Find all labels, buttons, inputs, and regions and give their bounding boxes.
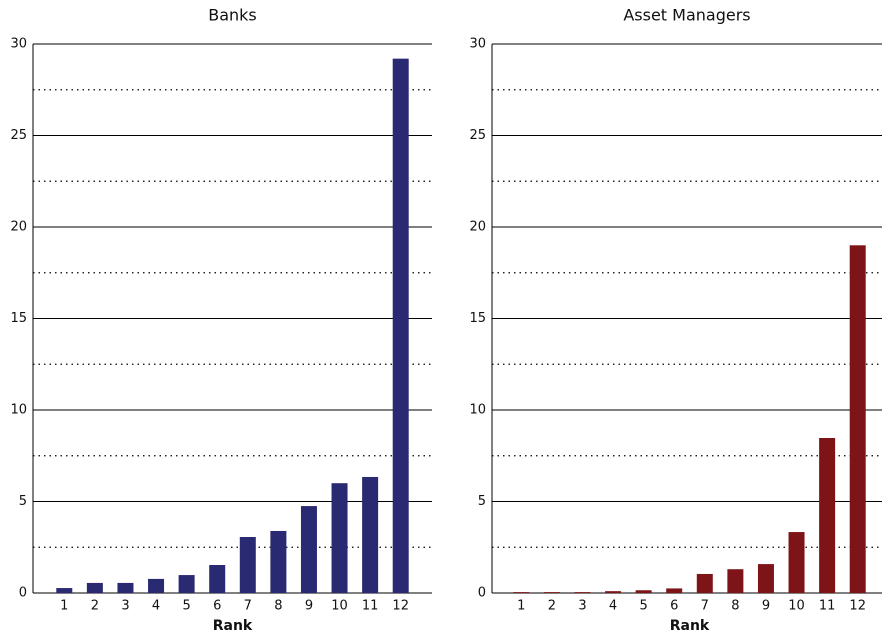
y-tick-label: 25 <box>10 128 27 143</box>
bar <box>819 437 836 593</box>
y-tick-label: 5 <box>478 494 486 509</box>
x-tick-label: 7 <box>701 599 709 614</box>
y-tick-label: 30 <box>10 37 27 52</box>
chart-title: Banks <box>208 6 257 25</box>
y-tick-label: 25 <box>469 128 486 143</box>
y-tick-label: 15 <box>469 311 486 326</box>
y-tick-label: 0 <box>19 586 27 601</box>
x-tick-label: 11 <box>819 599 836 614</box>
bar <box>513 592 530 593</box>
x-tick-label: 2 <box>91 599 99 614</box>
x-tick-label: 10 <box>788 599 805 614</box>
bar <box>727 569 744 593</box>
bar <box>574 592 591 593</box>
x-tick-label: 12 <box>849 599 866 614</box>
bar <box>362 476 379 593</box>
bar <box>635 590 652 593</box>
x-tick-label: 6 <box>213 599 221 614</box>
y-tick-label: 20 <box>469 220 486 235</box>
x-tick-label: 3 <box>578 599 586 614</box>
y-tick-label: 10 <box>469 403 486 418</box>
x-tick-label: 6 <box>670 599 678 614</box>
y-tick-label: 0 <box>478 586 486 601</box>
y-tick-label: 15 <box>10 311 27 326</box>
y-tick-label: 10 <box>10 403 27 418</box>
y-tick-label: 30 <box>469 37 486 52</box>
bar <box>696 573 713 593</box>
y-tick-label: 5 <box>19 494 27 509</box>
bar <box>849 245 866 594</box>
x-tick-label: 7 <box>244 599 252 614</box>
x-tick-label: 2 <box>548 599 556 614</box>
bar <box>543 592 560 593</box>
bar <box>86 582 103 593</box>
x-tick-label: 9 <box>305 599 313 614</box>
bar <box>270 530 287 593</box>
x-tick-label: 8 <box>731 599 739 614</box>
bar <box>666 588 683 593</box>
x-tick-label: 5 <box>639 599 647 614</box>
x-tick-label: 3 <box>121 599 129 614</box>
x-tick-label: 1 <box>60 599 68 614</box>
bar <box>392 58 409 593</box>
bar <box>117 582 134 593</box>
x-tick-label: 9 <box>762 599 770 614</box>
x-axis-label: Rank <box>670 618 710 634</box>
bar <box>331 483 348 593</box>
bar <box>209 565 226 593</box>
x-tick-label: 1 <box>517 599 525 614</box>
chart-title: Asset Managers <box>623 6 750 25</box>
bar <box>178 575 195 593</box>
bar <box>757 564 774 593</box>
bar <box>300 506 317 593</box>
x-tick-label: 12 <box>392 599 409 614</box>
bar <box>56 588 73 593</box>
x-tick-label: 10 <box>331 599 348 614</box>
bar <box>788 532 805 593</box>
y-tick-label: 20 <box>10 220 27 235</box>
x-tick-label: 11 <box>362 599 379 614</box>
x-tick-label: 4 <box>152 599 160 614</box>
bar <box>239 537 256 593</box>
bar <box>148 578 165 593</box>
x-axis-label: Rank <box>213 618 253 634</box>
x-tick-label: 4 <box>609 599 617 614</box>
x-tick-label: 8 <box>274 599 282 614</box>
x-tick-label: 5 <box>182 599 190 614</box>
bar <box>605 591 622 593</box>
